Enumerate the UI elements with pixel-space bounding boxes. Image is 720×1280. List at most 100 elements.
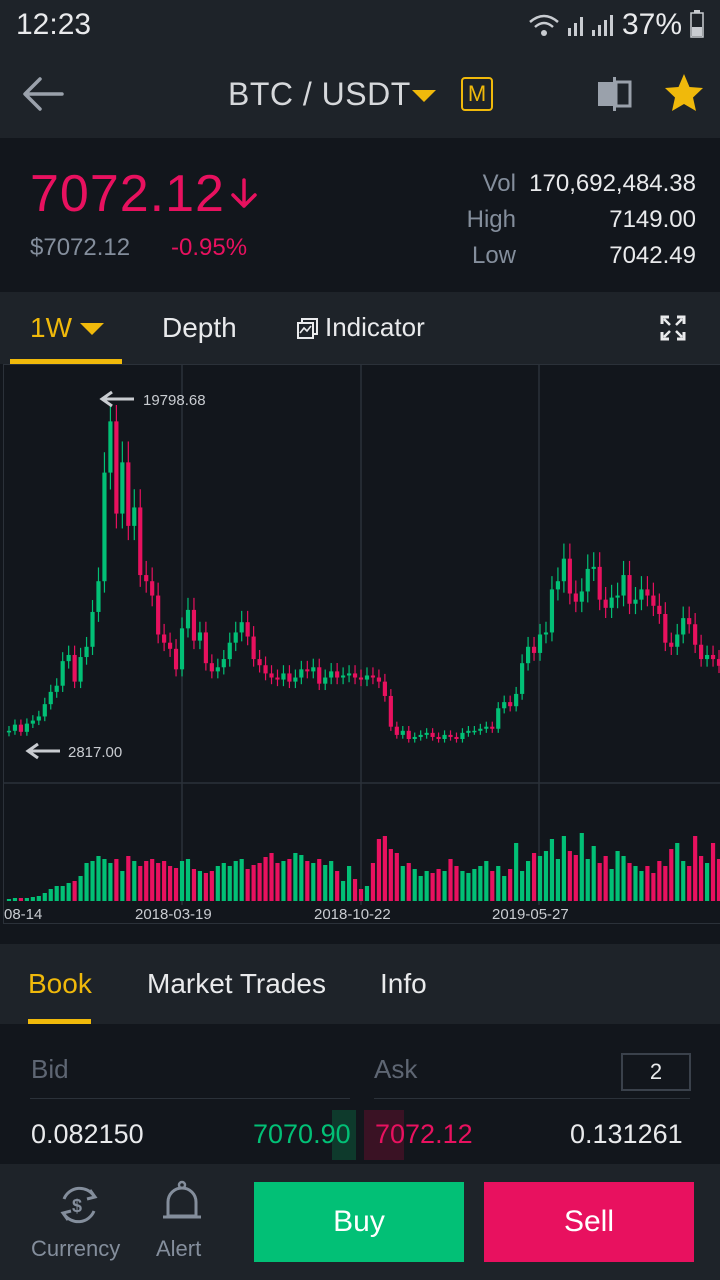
candle-body: [591, 566, 596, 569]
tab-market-trades[interactable]: Market Trades: [147, 968, 326, 999]
caret-down-icon[interactable]: [410, 88, 438, 104]
candle-body: [394, 726, 399, 735]
candle-body: [710, 654, 716, 660]
volume-bar: [710, 843, 716, 901]
candle-body: [514, 693, 519, 707]
candle-body: [621, 575, 626, 596]
tab-indicator[interactable]: Indicator: [325, 312, 425, 342]
volume-bar: [388, 849, 393, 901]
candle-body: [66, 654, 71, 662]
bid-quantity[interactable]: 0.082150: [31, 1119, 144, 1149]
volume-bar: [317, 859, 322, 901]
margin-badge[interactable]: M: [461, 77, 493, 111]
candle-body: [120, 462, 125, 514]
compare-icon[interactable]: [596, 76, 634, 112]
volume-bar: [48, 889, 53, 901]
volume-bar: [633, 866, 638, 901]
candle-body: [496, 708, 501, 729]
volume-bar: [382, 836, 387, 901]
volume-bar: [341, 881, 346, 901]
bid-price[interactable]: 7070.90: [253, 1119, 351, 1149]
candle-body: [716, 659, 720, 666]
volume-bar: [394, 853, 399, 901]
volume-bar: [490, 871, 495, 901]
interval-caret-icon[interactable]: [79, 322, 105, 336]
candle-body: [633, 599, 638, 604]
candle-body: [412, 736, 417, 740]
order-book: Bid Ask 2 0.082150 7070.90 7072.12 0.131…: [0, 1024, 720, 1170]
back-arrow-icon[interactable]: [22, 74, 64, 114]
chart-toolbar: 1W Depth Indicator: [0, 292, 720, 364]
tab-depth[interactable]: Depth: [162, 312, 237, 343]
candle-body: [466, 730, 471, 733]
svg-text:$: $: [72, 1196, 82, 1216]
candle-body: [543, 632, 549, 635]
candle-body: [424, 732, 429, 735]
sell-button[interactable]: Sell: [484, 1182, 694, 1262]
interval-selector[interactable]: 1W: [30, 312, 72, 343]
trading-pair-title[interactable]: BTC / USDT: [228, 76, 411, 112]
volume-bar: [42, 893, 47, 901]
candle-body: [233, 632, 238, 643]
candle-body: [704, 654, 710, 660]
volume-bar: [30, 897, 35, 901]
high-value: 7149.00: [609, 206, 696, 233]
volume-bar: [12, 898, 18, 901]
max-annotation: 19798.68: [99, 390, 206, 409]
volume-bar: [567, 851, 572, 901]
ask-quantity[interactable]: 0.131261: [570, 1119, 683, 1149]
candle-body: [203, 632, 208, 664]
volume-bar: [84, 863, 89, 901]
candle-body: [687, 618, 692, 625]
candle-body: [173, 648, 179, 670]
candle-body: [269, 673, 274, 678]
tab-book[interactable]: Book: [28, 968, 92, 999]
candle-body: [525, 646, 531, 664]
candle-body: [126, 462, 131, 526]
ask-price[interactable]: 7072.12: [375, 1119, 473, 1149]
indicator-icon[interactable]: [297, 318, 319, 340]
volume-bar: [364, 886, 370, 901]
currency-button[interactable]: $ Currency: [28, 1176, 130, 1272]
buy-button[interactable]: Buy: [254, 1182, 464, 1262]
volume-bar: [221, 863, 226, 901]
volume-bar: [293, 853, 298, 901]
depth-precision-select[interactable]: 2: [621, 1053, 691, 1091]
alert-button[interactable]: Alert: [150, 1176, 220, 1272]
candle-body: [221, 659, 226, 668]
candlestick-chart[interactable]: 19798.68 2817.00 08-14 2018-03-19 2018-1…: [3, 364, 720, 924]
tab-info[interactable]: Info: [380, 968, 427, 999]
status-bar: 12:23 37%: [0, 0, 720, 50]
candle-body: [657, 605, 662, 614]
candle-body: [263, 665, 268, 674]
volume-bar: [651, 873, 656, 901]
candle-body: [358, 677, 364, 680]
alert-label: Alert: [156, 1236, 202, 1261]
candle-body: [651, 595, 656, 606]
volume-bar: [287, 859, 292, 901]
chart-canvas[interactable]: 19798.68 2817.00 08-14 2018-03-19 2018-1…: [4, 365, 720, 923]
candle-body: [36, 716, 41, 721]
candle-body: [364, 675, 370, 680]
favorite-star-icon[interactable]: [662, 72, 706, 114]
volume-bar: [370, 863, 376, 901]
volume-bar: [657, 861, 662, 901]
candle-body: [555, 581, 561, 590]
low-value: 7042.49: [609, 242, 696, 269]
candle-body: [329, 671, 334, 678]
volume-bar: [60, 886, 65, 901]
candle-body: [138, 507, 143, 576]
volume-bar: [132, 861, 137, 901]
candle-body: [537, 634, 543, 653]
x-tick-label: 08-14: [4, 906, 42, 923]
x-axis-labels: 08-14 2018-03-19 2018-10-22 2019-05-27: [4, 906, 569, 923]
volume-bar: [573, 855, 578, 901]
volume-bar: [508, 869, 513, 901]
volume-bar: [263, 857, 268, 901]
candle-body: [579, 591, 584, 602]
volume-bar: [460, 871, 465, 901]
candle-body: [179, 628, 185, 670]
fullscreen-icon[interactable]: [660, 315, 686, 341]
volume-bar: [543, 851, 549, 901]
candle-body: [114, 421, 119, 514]
